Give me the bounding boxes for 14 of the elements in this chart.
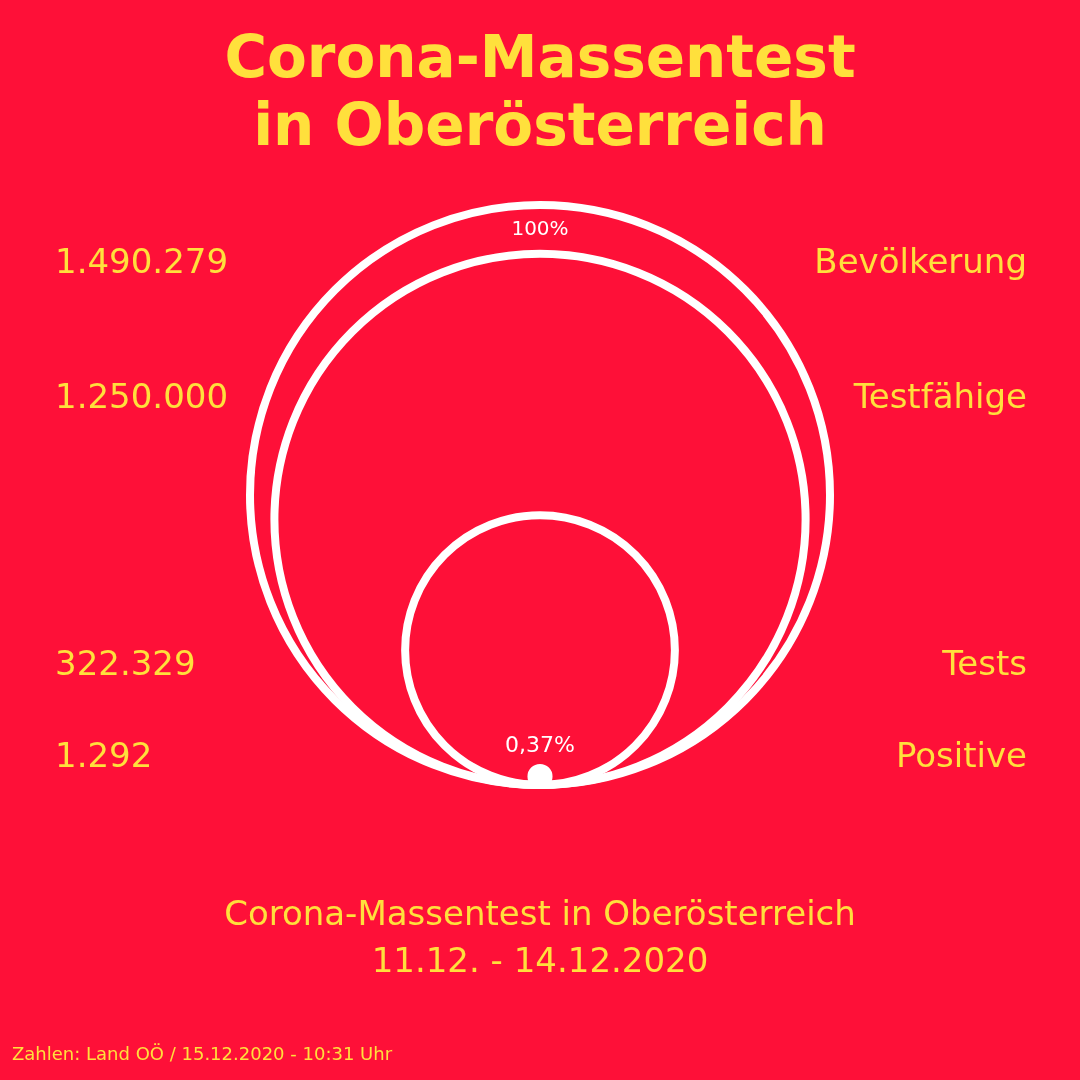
data-label: 1.292	[55, 735, 153, 775]
text: Corona-Massentest in Oberösterreich	[224, 893, 856, 933]
text: 11.12. - 14.12.2020	[371, 940, 709, 980]
text: Corona-Massentest in Oberösterreich	[224, 23, 856, 159]
text: 100%	[511, 216, 569, 240]
text: Zahlen: Land OÖ / 15.12.2020 - 10:31 Uhr	[12, 1043, 393, 1064]
data-label: 322.329	[55, 643, 196, 683]
text: 0,37%	[505, 732, 575, 757]
category-label: Positive	[895, 735, 1027, 775]
data-label: 1.250.000	[55, 376, 229, 416]
data-label: 1.490.279	[55, 241, 229, 281]
category-label: Bevölkerung	[814, 241, 1027, 281]
category-label: Tests	[941, 643, 1027, 683]
category-label: Testfähige	[852, 376, 1027, 416]
